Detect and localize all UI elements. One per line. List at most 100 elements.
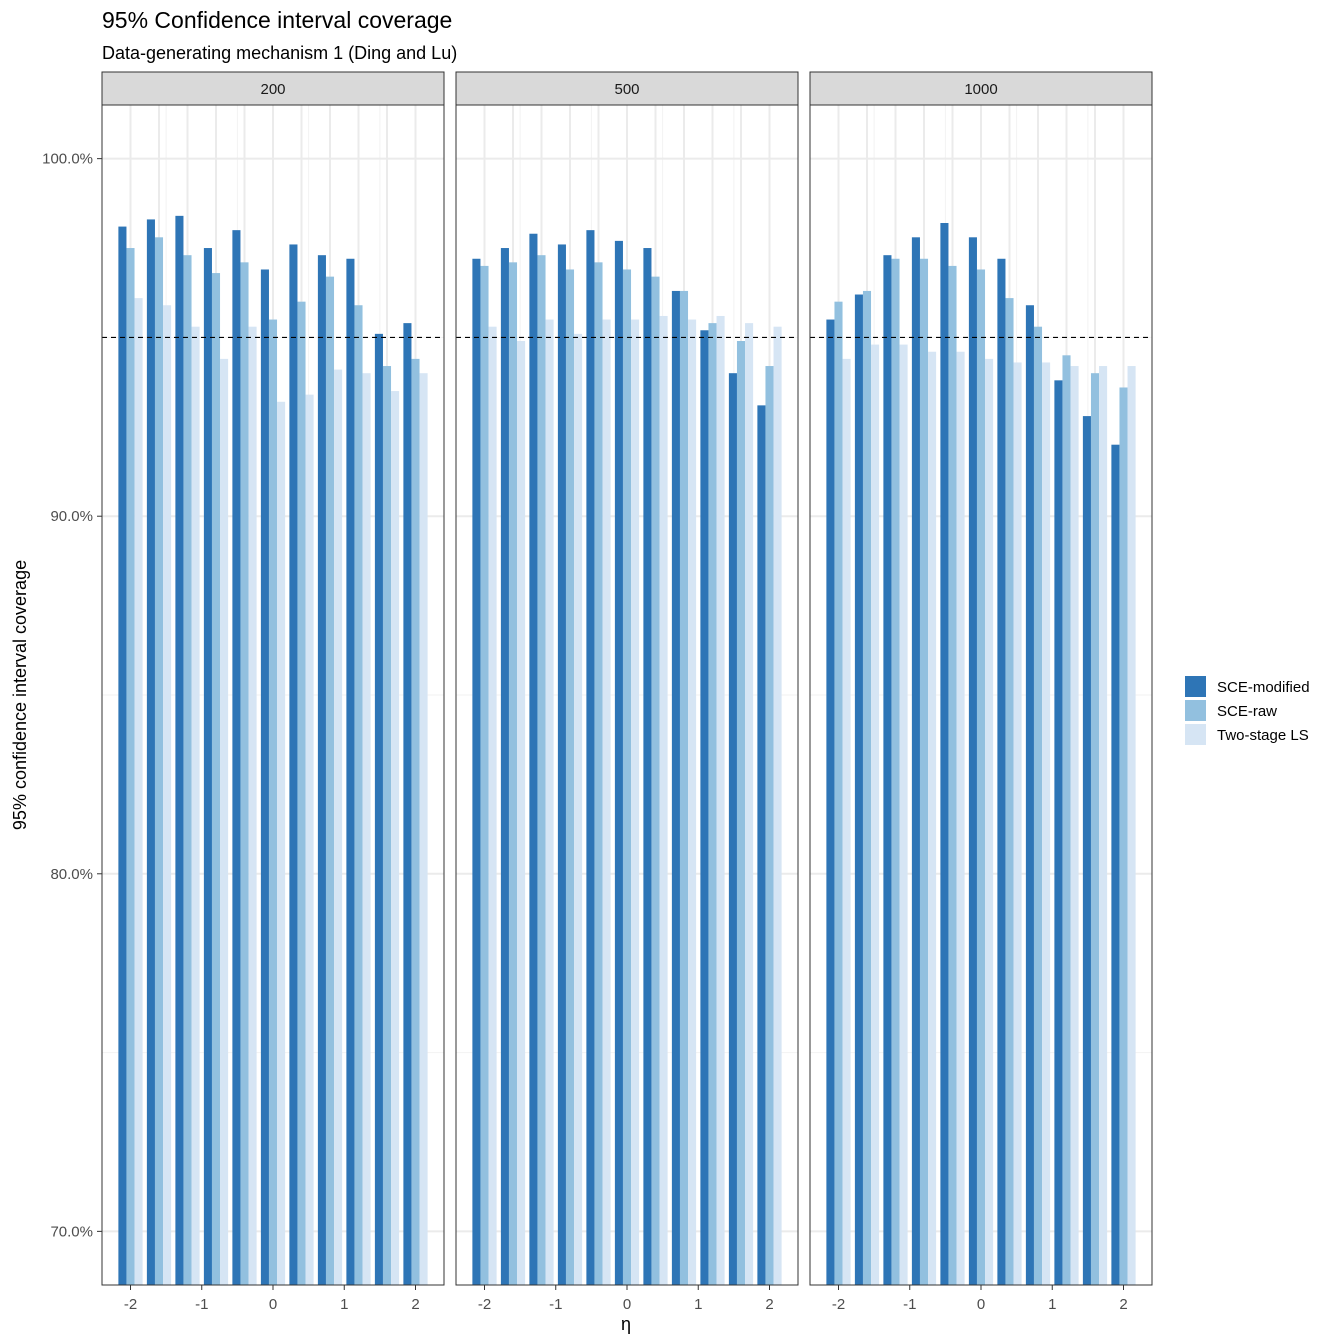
bar-sce-raw (1062, 355, 1071, 1285)
bar-sce-modified (118, 226, 127, 1285)
bar-two-stage-ls (163, 305, 172, 1285)
facet-panels: 200 -2 -1 0 1 2 500 -2 -1 0 1 2 1000 -2 -1 0 1 2 (101, 71, 1153, 1313)
bar-two-stage-ls (574, 333, 583, 1285)
legend-label: SCE-modified (1217, 679, 1310, 696)
legend-key (1185, 700, 1206, 721)
bar-sce-modified (289, 244, 298, 1285)
bar-sce-modified (175, 215, 184, 1285)
x-tick-label: 0 (269, 1296, 277, 1313)
bar-sce-modified (146, 219, 155, 1286)
bar-sce-raw (183, 255, 192, 1285)
bar-sce-modified (472, 258, 481, 1285)
bar-two-stage-ls (842, 358, 851, 1285)
bar-sce-modified (854, 294, 863, 1285)
bar-two-stage-ls (716, 315, 725, 1285)
bar-sce-raw (736, 341, 746, 1285)
y-tick-label: 100.0% (42, 151, 93, 168)
bar-sce-raw (382, 366, 392, 1286)
bar-sce-modified (883, 255, 892, 1285)
bar-sce-modified (500, 248, 509, 1286)
bar-sce-modified (529, 233, 538, 1285)
bar-two-stage-ls (391, 391, 400, 1285)
bar-sce-modified (586, 230, 595, 1286)
bar-two-stage-ls (602, 319, 611, 1286)
bar-sce-raw (1119, 387, 1128, 1285)
legend: SCE-modified SCE-raw Two-stage LS (1185, 676, 1310, 745)
x-tick-label: -2 (478, 1296, 491, 1313)
legend-key (1185, 724, 1206, 745)
x-tick-label: 1 (340, 1296, 348, 1313)
bar-sce-modified (671, 290, 680, 1285)
bar-sce-modified (1111, 444, 1120, 1285)
bar-sce-raw (297, 301, 306, 1286)
bar-sce-modified (643, 248, 652, 1286)
bar-sce-raw (919, 258, 929, 1285)
bar-sce-raw (565, 269, 575, 1285)
bar-two-stage-ls (517, 341, 526, 1285)
x-tick-label: 2 (765, 1296, 773, 1313)
bar-sce-modified (346, 258, 355, 1285)
bar-two-stage-ls (545, 319, 554, 1286)
facet-strip-label: 200 (260, 81, 285, 98)
bar-sce-raw (126, 248, 135, 1286)
legend-label: SCE-raw (1217, 703, 1277, 720)
bar-two-stage-ls (659, 315, 668, 1285)
bar-sce-raw (1005, 298, 1014, 1285)
bar-sce-raw (354, 305, 363, 1285)
y-tick-label: 90.0% (50, 508, 93, 525)
bar-sce-modified (317, 255, 326, 1285)
x-tick-label: -2 (124, 1296, 137, 1313)
x-tick-label: 1 (1048, 1296, 1056, 1313)
bar-two-stage-ls (631, 319, 640, 1286)
bar-sce-modified (700, 330, 709, 1286)
bar-sce-raw (765, 366, 774, 1286)
bar-sce-modified (911, 237, 920, 1286)
facet-panel: 200 -2 -1 0 1 2 (101, 71, 445, 1313)
y-axis: 70.0% 80.0% 90.0% 100.0% (42, 151, 102, 1240)
bar-two-stage-ls (773, 326, 782, 1285)
bar-two-stage-ls (688, 319, 697, 1286)
bar-sce-raw (1090, 373, 1100, 1285)
bar-sce-raw (976, 269, 986, 1285)
bar-two-stage-ls (1099, 366, 1108, 1286)
bar-sce-modified (1054, 380, 1063, 1285)
x-tick-label: 2 (1119, 1296, 1127, 1313)
bar-two-stage-ls (220, 358, 229, 1285)
legend-key (1185, 676, 1206, 697)
bar-two-stage-ls (745, 323, 754, 1285)
bar-two-stage-ls (191, 326, 200, 1285)
bar-sce-modified (203, 248, 212, 1286)
bar-sce-modified (997, 258, 1006, 1285)
bar-sce-raw (862, 290, 872, 1285)
chart-title: 95% Confidence interval coverage (102, 7, 452, 33)
facet-panel: 500 -2 -1 0 1 2 (455, 71, 799, 1313)
bar-sce-raw (154, 237, 164, 1286)
bar-two-stage-ls (134, 298, 143, 1285)
bar-two-stage-ls (362, 373, 371, 1285)
x-tick-label: 2 (411, 1296, 419, 1313)
bar-sce-raw (211, 273, 221, 1285)
bar-two-stage-ls (334, 369, 343, 1285)
bar-sce-modified (557, 244, 566, 1285)
bar-sce-modified (260, 269, 269, 1285)
facet-strip (101, 71, 445, 106)
x-axis-title: η (621, 1314, 631, 1334)
bar-two-stage-ls (871, 344, 880, 1285)
bar-sce-raw (268, 319, 278, 1286)
bar-sce-modified (1025, 305, 1034, 1285)
facet-panel: 1000 -2 -1 0 1 2 (809, 71, 1153, 1313)
x-tick-label: 1 (694, 1296, 702, 1313)
bar-sce-modified (403, 323, 412, 1285)
x-tick-label: -1 (903, 1296, 916, 1313)
bar-two-stage-ls (899, 344, 908, 1285)
bar-sce-raw (948, 265, 957, 1286)
bar-sce-modified (232, 230, 241, 1286)
bar-sce-raw (622, 269, 632, 1285)
bar-sce-modified (757, 405, 766, 1285)
y-tick-label: 70.0% (50, 1223, 93, 1240)
bar-two-stage-ls (1070, 366, 1079, 1286)
bar-sce-raw (537, 255, 546, 1285)
bar-sce-raw (240, 262, 249, 1285)
bar-two-stage-ls (248, 326, 257, 1285)
